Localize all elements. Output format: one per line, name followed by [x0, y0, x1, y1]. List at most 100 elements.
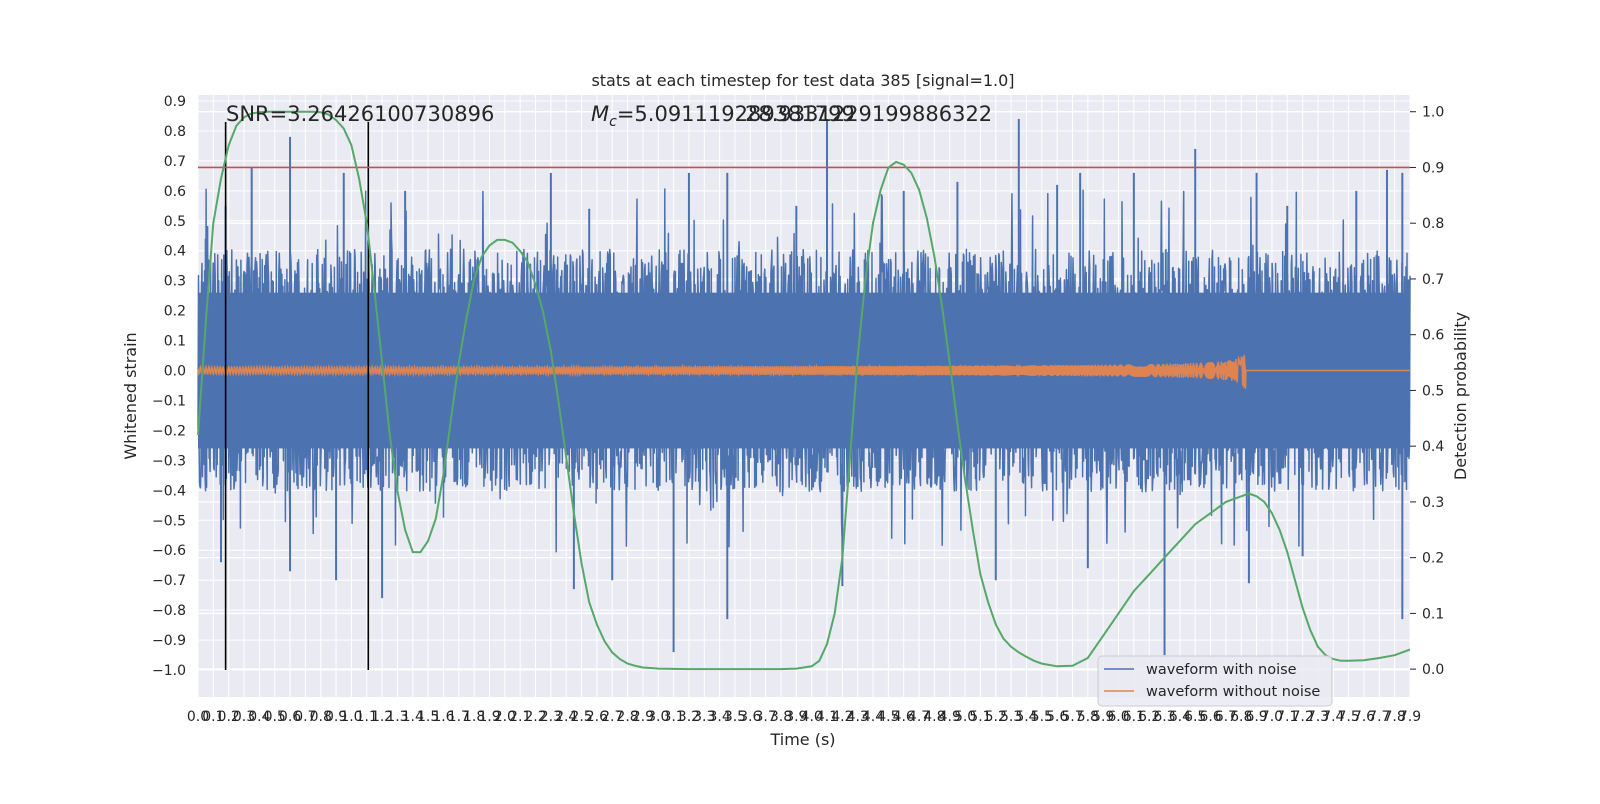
x-tick-label: 3.4	[708, 709, 730, 725]
y-tick-label: −0.9	[152, 633, 186, 649]
x-tick-label: 3.5	[724, 709, 746, 725]
detection-probability-line	[197, 110, 1411, 671]
x-tick-label: 7.7	[1368, 709, 1390, 725]
x-tick-label: 3.2	[678, 709, 700, 725]
x-tick-label: 6.9	[1245, 709, 1267, 725]
x-tick-label: 6.1	[1123, 709, 1145, 725]
x-tick-label: 2.9	[632, 709, 654, 725]
x-tick-label: 6.3	[1153, 709, 1175, 725]
x-tick-label: 4.5	[877, 709, 899, 725]
x-tick-label: 4.1	[816, 709, 838, 725]
x-tick-label: 7.6	[1353, 709, 1375, 725]
y-tick-label: −0.7	[152, 573, 186, 589]
x-tick-label: 1.5	[417, 709, 439, 725]
x-tick-label: 2.5	[570, 709, 592, 725]
x-tick-label: 0.4	[248, 709, 270, 725]
x-tick-label: 5.1	[969, 709, 991, 725]
x-tick-label: 4.4	[862, 709, 884, 725]
x-tick-label: 7.4	[1322, 709, 1344, 725]
y-right-tick-label: 0.8	[1422, 216, 1444, 232]
x-tick-label: 3.3	[693, 709, 715, 725]
y-right-tick-labels: 1.0 0.9 0.8 0.7 0.6 0.5 0.4 0.3 0.2 0.1 0.0	[1410, 105, 1444, 678]
y-tick-labels: 0.9 0.8 0.7 0.6 0.5 0.4 0.3 0.2 0.1 0.0 −0.1 −0.2 −0…	[152, 94, 186, 679]
x-tick-label: 5.6	[1046, 709, 1068, 725]
x-tick-label: 2.2	[524, 709, 546, 725]
x-tick-label: 1.8	[463, 709, 485, 725]
legend-label-clean: waveform without noise	[1146, 684, 1320, 700]
y-right-tick-label: 0.7	[1422, 272, 1444, 288]
x-tick-label: 2.7	[601, 709, 623, 725]
x-tick-label: 4.9	[939, 709, 961, 725]
x-tick-label: 6.2	[1138, 709, 1160, 725]
legend: waveform with noise waveform without noi…	[1097, 655, 1333, 707]
x-tick-label: 1.3	[386, 709, 408, 725]
y-right-tick-label: 0.5	[1422, 383, 1444, 399]
series-waveform-without-noise	[197, 354, 1410, 389]
x-tick-label: 6.4	[1169, 709, 1191, 725]
chirp-mass-value: =5.091119289381799	[617, 102, 855, 126]
x-tick-label: 3.6	[739, 709, 761, 725]
x-tick-label: 1.6	[432, 709, 454, 725]
x-tick-label: 6.5	[1184, 709, 1206, 725]
y-tick-label: −0.1	[152, 393, 186, 409]
x-tick-label: 7.9	[1399, 709, 1421, 725]
chirp-mass-symbol: M	[591, 102, 609, 126]
x-tick-label: 0.8	[310, 709, 332, 725]
x-tick-label: 6.8	[1230, 709, 1252, 725]
legend-label-noisy: waveform with noise	[1146, 662, 1297, 678]
y-tick-label: −0.3	[152, 453, 186, 469]
chirp-mass-annotation: Mc=5.091119289381799	[591, 102, 855, 130]
y-tick-label: 0.3	[164, 274, 186, 290]
x-tick-label: 3.0	[647, 709, 669, 725]
y-tick-label: 0.9	[164, 94, 186, 110]
x-tick-label: 2.1	[509, 709, 531, 725]
x-tick-label: 1.0	[340, 709, 362, 725]
y-right-tick-label: 0.9	[1422, 160, 1444, 176]
x-tick-label: 1.2	[371, 709, 393, 725]
y-tick-label: 0.2	[164, 304, 186, 320]
y-axis-label: Whitened strain	[121, 332, 140, 459]
y-right-tick-label: 0.2	[1422, 551, 1444, 567]
x-tick-label: 5.4	[1015, 709, 1037, 725]
y-tick-label: 0.4	[164, 244, 186, 260]
y-right-tick-label: 0.1	[1422, 606, 1444, 622]
y-right-tick-label: 1.0	[1422, 105, 1444, 121]
y-right-axis-label: Detection probability	[1451, 312, 1470, 480]
x-tick-label: 0.5	[264, 709, 286, 725]
x-tick-label: 6.7	[1215, 709, 1237, 725]
x-tick-label: 5.7	[1061, 709, 1083, 725]
x-tick-label: 6.6	[1199, 709, 1221, 725]
x-tick-label: 3.9	[785, 709, 807, 725]
y-tick-label: 0.6	[164, 184, 186, 200]
x-tick-label: 0.6	[279, 709, 301, 725]
x-tick-label: 7.8	[1384, 709, 1406, 725]
x-tick-label: 2.8	[616, 709, 638, 725]
chirp-mass-overlap-annotation: 28.9331229199886322	[745, 102, 992, 126]
x-tick-label: 2.0	[494, 709, 516, 725]
x-tick-label: 3.8	[770, 709, 792, 725]
x-tick-label: 2.3	[540, 709, 562, 725]
y-tick-label: −0.5	[152, 513, 186, 529]
x-tick-label: 7.0	[1261, 709, 1283, 725]
x-tick-label: 5.0	[954, 709, 976, 725]
x-tick-label: 0.9	[325, 709, 347, 725]
x-tick-label: 7.2	[1291, 709, 1313, 725]
x-tick-label: 4.7	[908, 709, 930, 725]
y-tick-label: −0.4	[152, 483, 186, 499]
clean-waveform-trace	[197, 354, 1410, 389]
x-tick-label: 3.1	[662, 709, 684, 725]
x-tick-label: 4.6	[893, 709, 915, 725]
x-tick-label: 3.7	[755, 709, 777, 725]
y-right-tick-label: 0.6	[1422, 328, 1444, 344]
x-tick-label: 5.9	[1092, 709, 1114, 725]
noisy-waveform-trace	[197, 188, 1411, 553]
x-tick-label: 1.7	[448, 709, 470, 725]
y-right-tick-label: 0.3	[1422, 495, 1444, 511]
y-tick-label: −0.2	[152, 423, 186, 439]
y-tick-label: 0.7	[164, 154, 186, 170]
chart-title: stats at each timestep for test data 385…	[591, 71, 1014, 90]
y-tick-label: 0.8	[164, 124, 186, 140]
x-tick-label: 4.3	[847, 709, 869, 725]
